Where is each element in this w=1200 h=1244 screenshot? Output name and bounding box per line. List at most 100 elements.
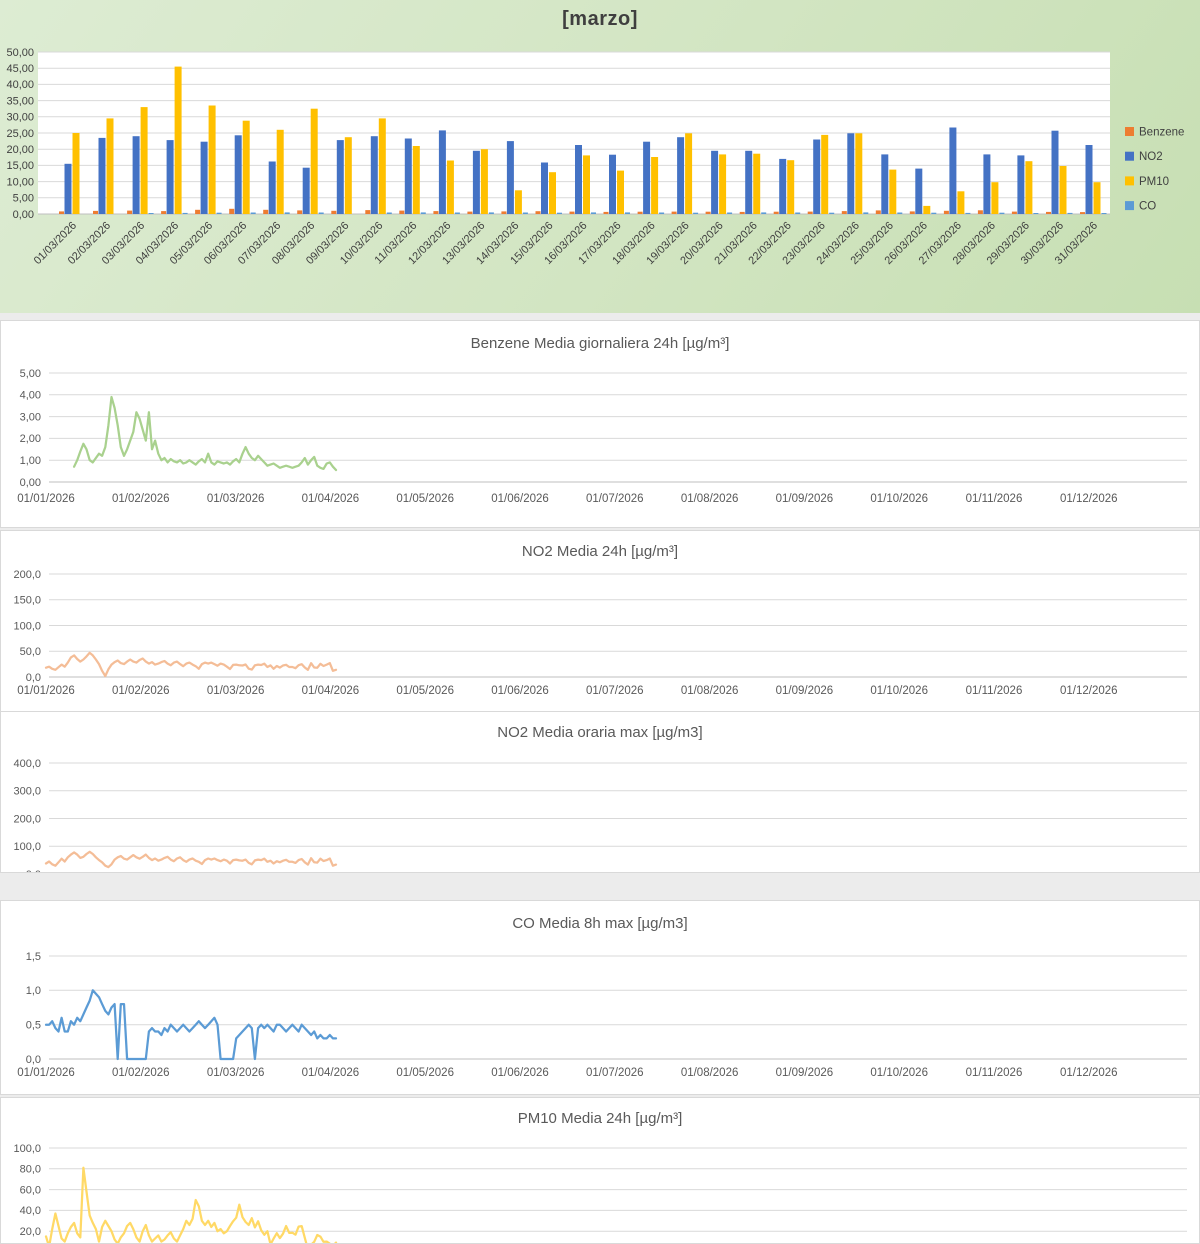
bar-co	[625, 212, 630, 214]
y-tick-label: 20,0	[20, 1226, 41, 1238]
legend-label: Benzene	[1139, 127, 1184, 139]
bar-benzene	[331, 210, 337, 214]
x-tick-label: 01/11/2026	[966, 1067, 1023, 1079]
y-tick-label: 20,00	[6, 144, 34, 156]
legend-item-pm10: PM10	[1125, 176, 1169, 188]
bar-no2	[575, 145, 582, 214]
x-tick-label: 01/11/2026	[966, 685, 1023, 697]
x-tick-label: 01/06/2026	[491, 493, 549, 505]
bar-pm10	[1025, 161, 1033, 214]
legend-item-no2: NO2	[1125, 151, 1163, 163]
co-8h-max-line-series	[44, 989, 338, 1061]
bar-no2	[677, 137, 685, 214]
no2-24h-line-chart: 0,0 50,0 100,0 150,0 200,0 01/01/2026 01/02/20…	[13, 569, 1187, 697]
bar-no2	[1085, 145, 1093, 214]
x-tick-label: 01/12/2026	[1060, 493, 1118, 505]
bar-co	[488, 212, 494, 214]
bar-benzene	[195, 209, 201, 214]
legend-item-benzene: Benzene	[1125, 127, 1184, 139]
bar-co	[999, 212, 1005, 214]
x-tick-label: 01/03/2026	[207, 493, 265, 505]
bar-no2	[813, 139, 821, 214]
bar-no2	[541, 162, 548, 214]
legend-swatch	[1125, 127, 1134, 136]
x-tick-label: 01/09/2026	[776, 1067, 834, 1079]
bar-pm10	[446, 160, 454, 214]
bar-no2	[881, 154, 889, 214]
bar-pm10	[549, 172, 556, 214]
y-tick-label: 0,00	[13, 209, 34, 221]
bar-no2	[234, 135, 242, 214]
y-tick-label: 300,0	[13, 786, 41, 798]
legend-swatch	[1125, 201, 1134, 211]
bar-pm10	[1093, 182, 1101, 214]
bar-co	[727, 212, 733, 214]
bar-benzene	[501, 211, 507, 214]
bar-benzene	[875, 210, 881, 214]
x-tick-label: 01/01/2026	[17, 1067, 75, 1079]
bar-co	[591, 212, 596, 214]
bar-no2	[472, 150, 480, 214]
pm10-24h-line-chart: 0,020,040,060,080,0100,001/01/202601/02/…	[13, 1143, 1187, 1243]
bar-co	[420, 212, 426, 214]
bar-no2	[302, 167, 310, 214]
y-tick-label: 50,0	[20, 646, 41, 658]
bar-pm10	[514, 190, 522, 214]
x-tick-label: 01/06/2026	[491, 1067, 549, 1079]
bar-no2	[200, 141, 208, 214]
x-tick-label: 01/05/2026	[396, 493, 454, 505]
y-tick-label: 400,0	[13, 758, 41, 770]
y-tick-label: 5,00	[20, 368, 41, 380]
bar-pm10	[821, 134, 829, 214]
bar-co	[931, 212, 937, 214]
bar-pm10	[753, 153, 761, 214]
bar-no2	[166, 140, 174, 214]
y-tick-label: 45,00	[6, 63, 34, 75]
bar-benzene	[93, 210, 98, 214]
bar-pm10	[140, 107, 148, 214]
y-tick-label: 60,0	[20, 1184, 41, 1196]
bar-co	[148, 213, 154, 214]
bar-co	[182, 212, 188, 214]
bar-benzene	[297, 210, 303, 214]
bar-no2	[1017, 155, 1025, 214]
bar-benzene	[229, 208, 235, 214]
bar-no2	[779, 158, 787, 214]
x-tick-label: 01/05/2026	[396, 685, 454, 697]
bar-co	[693, 212, 699, 214]
bar-benzene	[535, 211, 541, 214]
bar-benzene	[739, 211, 745, 214]
legend-item-co: CO	[1125, 201, 1156, 213]
x-tick-label: 01/05/2026	[396, 1067, 454, 1079]
bar-no2	[609, 154, 616, 214]
bar-benzene	[807, 211, 813, 214]
bar-no2	[915, 168, 923, 214]
bar-co	[454, 212, 460, 214]
bar-pm10	[106, 118, 114, 214]
x-tick-label: 01/07/2026	[586, 685, 644, 697]
bar-pm10	[1059, 166, 1067, 214]
benzene-daily-chart-panel: Benzene Media giornaliera 24h [µg/m³] 0,…	[0, 320, 1200, 528]
bar-pm10	[583, 155, 590, 214]
bar-co	[897, 212, 903, 214]
bar-no2	[98, 137, 106, 214]
y-tick-label: 100,0	[13, 1143, 41, 1155]
bar-co	[1101, 213, 1107, 214]
bar-no2	[949, 127, 957, 214]
bar-co	[284, 212, 290, 214]
bar-benzene	[705, 211, 711, 214]
bar-pm10	[719, 154, 727, 214]
y-tick-label: 30,00	[6, 112, 34, 124]
bar-co	[761, 212, 767, 214]
y-tick-label: 5,00	[13, 193, 34, 205]
bar-co	[250, 212, 256, 214]
x-tick-label: 01/01/2026	[17, 493, 75, 505]
y-tick-label: 150,0	[13, 595, 41, 607]
x-tick-label: 01/12/2026	[1060, 1067, 1118, 1079]
no2-oraria-max-line-series	[44, 850, 338, 869]
bar-benzene	[773, 211, 779, 214]
bar-pm10	[889, 169, 897, 214]
bar-no2	[847, 133, 855, 214]
bar-benzene	[365, 210, 371, 214]
y-tick-label: 0,00	[20, 477, 41, 489]
